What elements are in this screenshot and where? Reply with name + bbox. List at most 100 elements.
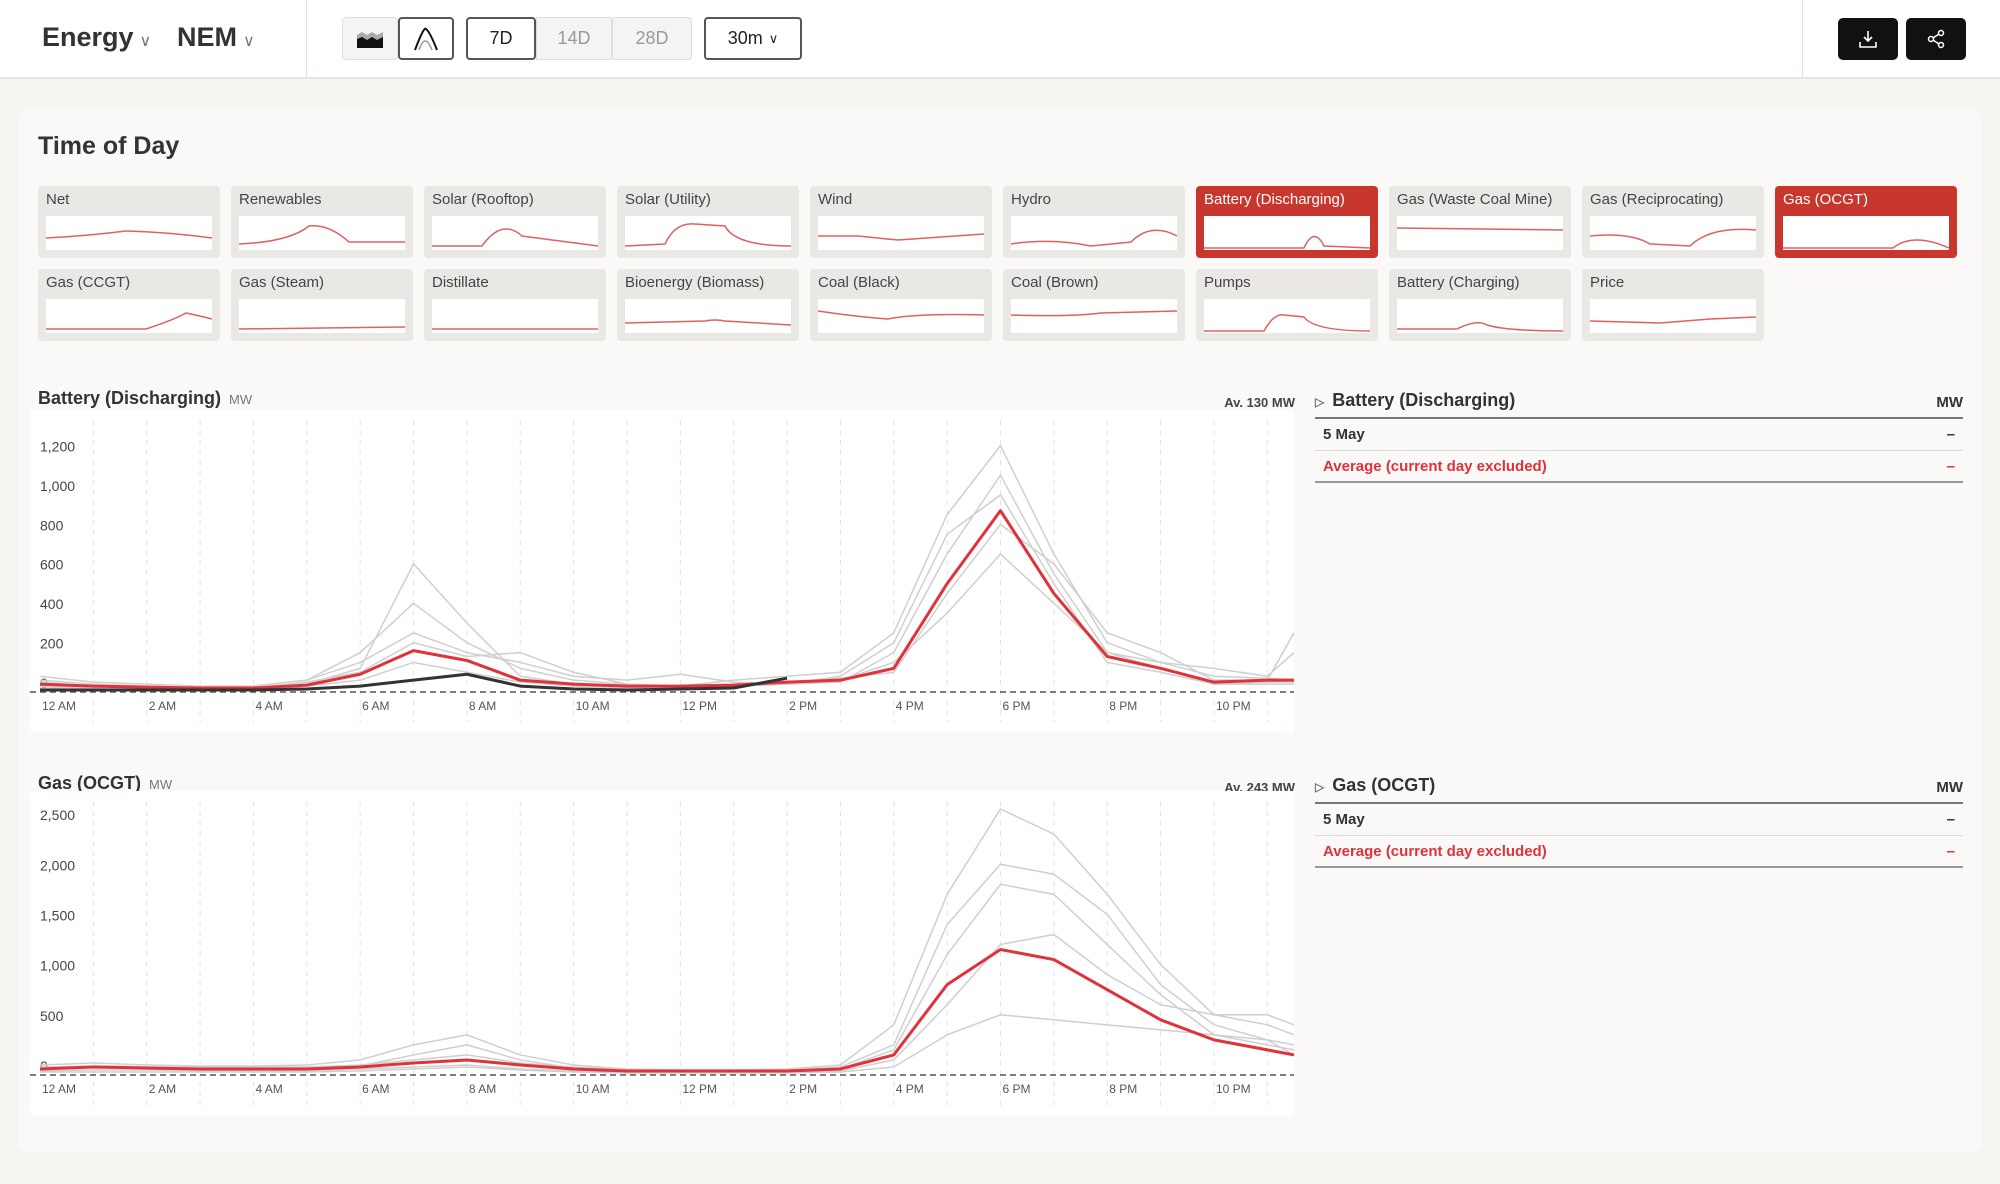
top-bar: Energy ∨ NEM ∨ 7D 14D 28D 30m ∨: [0, 0, 2000, 79]
y-tick-label: 2,500: [40, 807, 75, 823]
x-tick-label: 12 AM: [42, 699, 76, 713]
chevron-down-icon: ∨: [768, 30, 779, 46]
region-selector[interactable]: NEM ∨: [177, 22, 255, 53]
sparkline-icon: [818, 299, 984, 333]
tile-label: Solar (Utility): [625, 191, 711, 208]
table-row: Average (current day excluded) –: [1315, 836, 1963, 868]
y-tick-label: 800: [40, 517, 64, 533]
chart-title-text: Battery (Discharging): [38, 388, 222, 408]
row-label: Average (current day excluded): [1323, 842, 1547, 860]
tile-label: Price: [1590, 274, 1625, 291]
metric-tile[interactable]: Pumps: [1196, 269, 1378, 341]
sparkline-icon: [432, 216, 598, 250]
range-7d[interactable]: 7D: [466, 17, 536, 60]
sparkline-icon: [1397, 299, 1563, 333]
chart-average: Av. 130 MW: [1224, 395, 1295, 410]
x-tick-label: 6 AM: [362, 699, 389, 713]
row-value: –: [1946, 457, 1955, 475]
tile-label: Renewables: [239, 191, 322, 208]
metric-tile[interactable]: Gas (Steam): [231, 269, 413, 341]
y-tick-label: 500: [40, 1008, 64, 1024]
x-tick-label: 2 AM: [149, 699, 176, 713]
area-chart-toggle[interactable]: [342, 17, 398, 60]
metric-tile[interactable]: Gas (OCGT): [1775, 186, 1957, 258]
table-title: Gas (OCGT): [1332, 775, 1436, 795]
sparkline-icon: [625, 299, 791, 333]
sparkline-icon: [432, 299, 598, 333]
row-value: –: [1946, 842, 1955, 860]
sparkline-icon: [1204, 299, 1370, 333]
tile-label: Battery (Discharging): [1204, 191, 1345, 208]
sparkline-icon: [1783, 216, 1949, 250]
divider: [306, 0, 307, 79]
metric-tile[interactable]: Net: [38, 186, 220, 258]
metric-tile[interactable]: Solar (Rooftop): [424, 186, 606, 258]
x-tick-label: 2 AM: [149, 1082, 176, 1096]
tile-label: Wind: [818, 191, 853, 208]
metric-tile[interactable]: Hydro: [1003, 186, 1185, 258]
energy-selector[interactable]: Energy ∨: [42, 22, 151, 53]
chart-title-text: Gas (OCGT): [38, 773, 142, 793]
series-line-5-may: [40, 672, 788, 692]
energy-label: Energy: [42, 22, 134, 52]
x-tick-label: 8 PM: [1109, 1082, 1137, 1096]
tile-label: Gas (CCGT): [46, 274, 131, 291]
metric-tile[interactable]: Distillate: [424, 269, 606, 341]
sparkline-icon: [1011, 299, 1177, 333]
sparkline-icon: [239, 216, 405, 250]
chart-title: Gas (OCGT) MW: [38, 773, 172, 794]
metric-tile[interactable]: Price: [1582, 269, 1764, 341]
row-label: 5 May: [1323, 426, 1365, 443]
metric-tile[interactable]: Gas (Reciprocating): [1582, 186, 1764, 258]
metric-tile[interactable]: Solar (Utility): [617, 186, 799, 258]
metric-tile[interactable]: Battery (Discharging): [1196, 186, 1378, 258]
sparkline-icon: [1590, 216, 1756, 250]
divider: [1802, 0, 1803, 79]
table-unit: MW: [1936, 779, 1963, 796]
sparkline-icon: [1011, 216, 1177, 250]
sparkline-icon: [1204, 216, 1370, 250]
chart-unit: MW: [229, 392, 253, 407]
row-value: –: [1946, 811, 1955, 828]
range-28d[interactable]: 28D: [612, 17, 692, 60]
x-tick-label: 8 PM: [1109, 699, 1137, 713]
x-tick-label: 6 AM: [362, 1082, 389, 1096]
sparkline-icon: [818, 216, 984, 250]
y-tick-label: 600: [40, 557, 64, 573]
range-14d[interactable]: 14D: [536, 17, 612, 60]
share-button[interactable]: [1906, 18, 1966, 60]
table-header[interactable]: ▷ Battery (Discharging) MW: [1315, 383, 1963, 419]
metric-tile[interactable]: Bioenergy (Biomass): [617, 269, 799, 341]
metric-tile[interactable]: Battery (Charging): [1389, 269, 1571, 341]
y-tick-label: 0: [40, 1058, 48, 1074]
tile-label: Distillate: [432, 274, 489, 291]
x-tick-label: 8 AM: [469, 699, 496, 713]
line-chart-toggle[interactable]: [398, 17, 454, 60]
y-tick-label: 400: [40, 596, 64, 612]
metric-tile[interactable]: Gas (CCGT): [38, 269, 220, 341]
table-header[interactable]: ▷ Gas (OCGT) MW: [1315, 768, 1963, 804]
metric-tile[interactable]: Wind: [810, 186, 992, 258]
chevron-down-icon: ∨: [243, 33, 255, 50]
metric-tile[interactable]: Gas (Waste Coal Mine): [1389, 186, 1571, 258]
interval-dropdown[interactable]: 30m ∨: [704, 17, 802, 60]
x-tick-label: 6 PM: [1003, 699, 1031, 713]
row-value: –: [1946, 426, 1955, 443]
expand-triangle-icon: ▷: [1315, 395, 1325, 409]
gas-ocgt-table: ▷ Gas (OCGT) MW 5 May – Average (current da…: [1315, 768, 1963, 868]
sparkline-icon: [625, 216, 791, 250]
chevron-down-icon: ∨: [139, 33, 152, 50]
battery-table: ▷ Battery (Discharging) MW 5 May – Average …: [1315, 383, 1963, 483]
stacked-area-icon: [357, 31, 383, 48]
section-title: Time of Day: [38, 132, 180, 160]
table-row: Average (current day excluded) –: [1315, 451, 1963, 483]
y-tick-label: 1,500: [40, 907, 75, 923]
sparkline-icon: [1397, 216, 1563, 250]
row-label: 5 May: [1323, 811, 1365, 828]
metric-tile[interactable]: Coal (Brown): [1003, 269, 1185, 341]
y-tick-label: 2,000: [40, 857, 75, 873]
download-button[interactable]: [1838, 18, 1898, 60]
x-tick-label: 12 PM: [682, 1082, 717, 1096]
metric-tile[interactable]: Renewables: [231, 186, 413, 258]
metric-tile[interactable]: Coal (Black): [810, 269, 992, 341]
